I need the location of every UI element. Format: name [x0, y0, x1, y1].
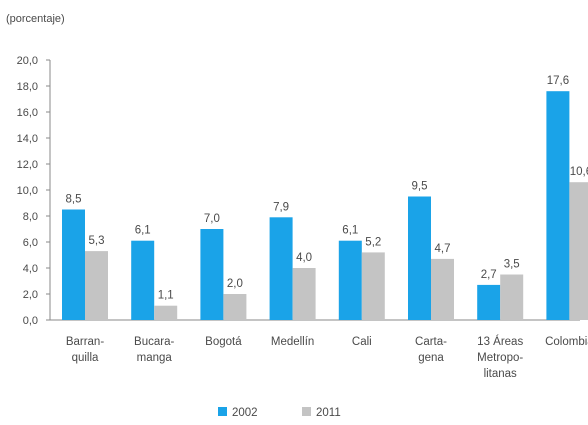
- bar-value-label: 2,7: [481, 269, 497, 281]
- x-tick-label: Bucara-manga: [134, 336, 174, 364]
- legend-label: 2002: [232, 407, 258, 419]
- y-tick-label: 20,0: [17, 55, 38, 67]
- bar-2002: [269, 217, 293, 320]
- bar-2002: [200, 229, 224, 320]
- y-tick-label: 10,0: [17, 185, 38, 197]
- bar-2011: [223, 294, 247, 320]
- bar-value-label: 10,6: [570, 166, 588, 178]
- bar-2011: [292, 268, 316, 320]
- bar-value-label: 17,6: [547, 75, 569, 87]
- bar-value-label: 2,0: [227, 278, 243, 290]
- bar-value-label: 6,1: [342, 225, 358, 237]
- bar-2002: [408, 196, 431, 320]
- y-tick-label: 12,0: [17, 159, 38, 171]
- x-tick-label: Cali: [352, 336, 372, 348]
- bar-value-label: 9,5: [412, 181, 428, 193]
- y-tick-label: 4,0: [23, 263, 38, 275]
- bar-value-label: 7,9: [273, 201, 289, 213]
- bar-value-label: 3,5: [504, 259, 520, 271]
- bar-2011: [85, 251, 108, 320]
- x-tick-label: Bogotá: [205, 336, 242, 348]
- bars: [62, 91, 588, 320]
- bar-2002: [131, 240, 155, 320]
- y-tick-label: 6,0: [23, 237, 38, 249]
- bar-2002: [477, 284, 501, 320]
- legend-label: 2011: [316, 407, 341, 419]
- y-tick-label: 16,0: [17, 107, 38, 119]
- bar-value-labels: 8,5 5,3 6,1 1,1 7,0 2,0 7,9 4,0 6,1 5,2 9,5 4,7 2,7 3…: [66, 75, 588, 302]
- x-tick-label: Medellín: [271, 336, 314, 348]
- bar-2011: [154, 305, 178, 320]
- bar-value-label: 7,0: [204, 213, 220, 225]
- bar-2002: [62, 209, 85, 320]
- unit-label: (porcentaje): [6, 13, 65, 25]
- y-tick-label: 18,0: [17, 81, 38, 93]
- bar-value-label: 6,1: [135, 225, 151, 237]
- x-tick-label: Barran-quilla: [66, 336, 105, 364]
- bar-2002: [338, 240, 362, 320]
- legend-swatch-2011: [302, 407, 311, 416]
- bar-value-label: 5,2: [365, 236, 381, 248]
- y-tick-label: 14,0: [17, 133, 38, 145]
- bar-2011: [361, 252, 385, 320]
- bar-2011: [500, 274, 524, 320]
- y-tick-label: 8,0: [23, 211, 38, 223]
- x-tick-label: Carta-gena: [415, 336, 447, 364]
- bar-2011: [569, 182, 588, 320]
- x-axis-labels: Barran-quilla Bucara-manga Bogotá Medellín C…: [66, 335, 588, 380]
- bar-2011: [431, 258, 454, 320]
- y-tick-label: 0,0: [23, 315, 38, 327]
- bar-value-label: 5,3: [89, 235, 105, 247]
- legend: 2002 2011: [218, 407, 341, 419]
- legend-swatch-2002: [218, 407, 227, 416]
- x-tick-label: Colombia: [545, 336, 588, 348]
- bar-value-label: 4,7: [435, 243, 451, 255]
- bar-value-label: 4,0: [296, 252, 312, 264]
- bar-2002: [546, 91, 570, 320]
- bar-value-label: 1,1: [158, 290, 174, 302]
- y-axis: 0,0 2,0 4,0 6,0 8,0 10,0 12,0 14,0 16,0 18,0 20,0: [17, 55, 580, 327]
- bar-value-label: 8,5: [66, 194, 82, 206]
- y-tick-label: 2,0: [23, 289, 38, 301]
- x-tick-label: 13 Áreas Metropo-litanas: [477, 335, 523, 380]
